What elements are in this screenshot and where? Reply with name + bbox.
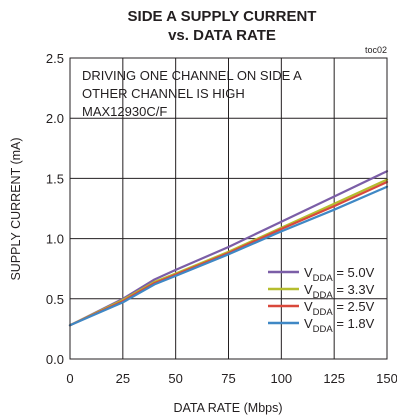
x-tick-label: 150 [376,371,397,386]
x-axis-label: DATA RATE (Mbps) [173,401,282,415]
y-tick-label: 2.5 [46,51,64,66]
legend-label-3: VDDA = 2.5V [304,299,375,318]
x-tick-label: 25 [116,371,130,386]
x-tick-label: 50 [168,371,182,386]
x-tick-label: 75 [221,371,235,386]
legend-label-4: VDDA = 1.8V [304,316,375,335]
chart-code: toc02 [365,45,387,55]
plot-frame [69,57,388,360]
chart-title-line2: vs. DATA RATE [168,27,276,44]
y-tick-label: 0.5 [46,292,64,307]
y-tick-label: 1.0 [46,232,64,247]
x-tick-label: 100 [270,371,292,386]
legend-label-1: VDDA = 5.0V [304,265,375,284]
y-tick-label: 1.5 [46,171,64,186]
legend-label-2: VDDA = 3.3V [304,282,375,301]
chart-title-line1: SIDE A SUPPLY CURRENT [128,8,317,25]
series-line-4 [68,185,389,327]
series-line-1 [68,170,389,327]
y-axis-label: SUPPLY CURRENT (mA) [9,137,23,280]
annotation-line1: DRIVING ONE CHANNEL ON SIDE A [82,68,302,83]
series-lines [68,170,389,327]
x-tick-label: 125 [323,371,345,386]
annotation-line3: MAX12930C/F [82,104,167,119]
y-tick-label: 2.0 [46,111,64,126]
annotation-line2: OTHER CHANNEL IS HIGH [82,86,245,101]
x-tick-label: 0 [66,371,73,386]
y-tick-label: 0.0 [46,352,64,367]
tick-labels: 0 25 50 75 100 125 150 0.0 0.5 1.0 1.5 2.0 2.5 [46,51,397,386]
